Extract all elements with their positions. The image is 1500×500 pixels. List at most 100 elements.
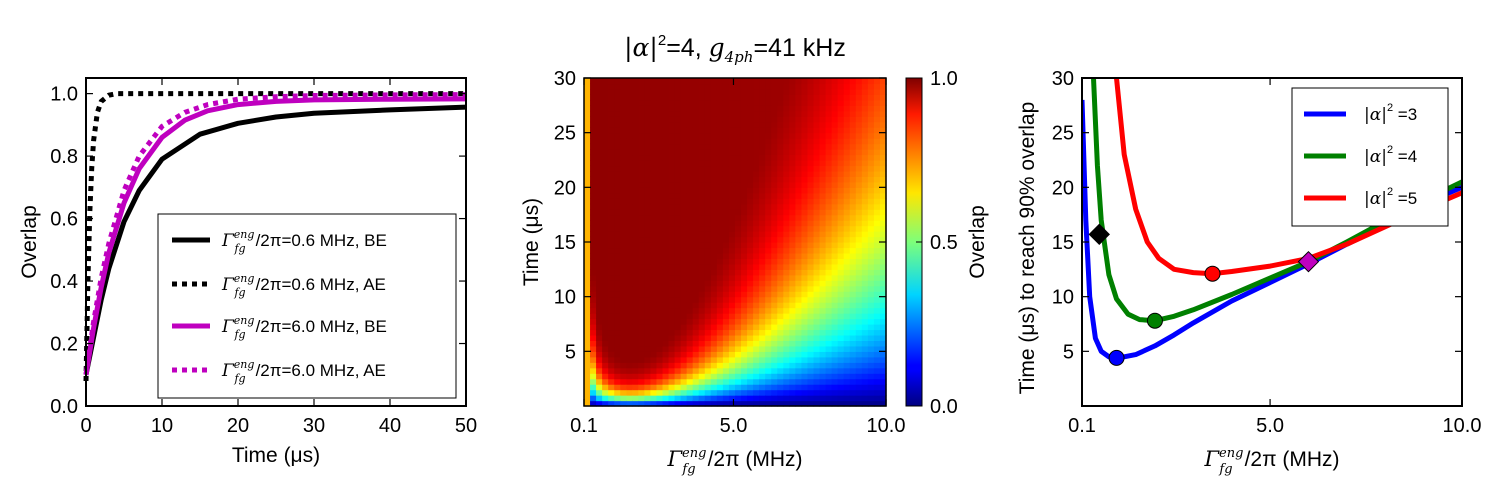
heatmap-cell bbox=[728, 307, 736, 314]
heatmap-cell bbox=[813, 389, 821, 396]
heatmap-cell bbox=[867, 138, 875, 145]
heatmap-cell bbox=[843, 110, 851, 117]
heatmap-cell bbox=[710, 138, 718, 145]
heatmap-cell bbox=[861, 247, 869, 254]
heatmap-cell bbox=[807, 324, 815, 331]
heatmap-cell bbox=[722, 225, 730, 232]
heatmap-cell bbox=[614, 362, 621, 369]
heatmap-cell bbox=[728, 187, 736, 194]
heatmap-cell bbox=[825, 181, 833, 188]
heatmap-cell bbox=[704, 373, 712, 380]
heatmap-cell bbox=[698, 395, 706, 402]
heatmap-cell bbox=[759, 252, 766, 259]
heatmap-cell bbox=[722, 247, 730, 254]
heatmap-cell bbox=[668, 247, 676, 254]
heatmap-cell bbox=[771, 296, 778, 303]
heatmap-cell bbox=[590, 296, 597, 303]
heatmap-cell bbox=[747, 269, 754, 276]
heatmap-cell bbox=[819, 302, 827, 309]
heatmap-cell bbox=[662, 313, 670, 320]
heatmap-cell bbox=[668, 263, 676, 270]
heatmap-cell bbox=[716, 132, 724, 139]
heatmap-cell bbox=[837, 242, 845, 249]
heatmap-cell bbox=[861, 127, 869, 134]
heatmap-cell bbox=[783, 247, 790, 254]
heatmap-cell bbox=[783, 285, 790, 292]
heatmap-cell bbox=[632, 362, 639, 369]
heatmap-cell bbox=[674, 209, 682, 216]
heatmap-cell bbox=[626, 291, 633, 298]
p2-ytick-label-3: 20 bbox=[554, 177, 576, 199]
heatmap-cell bbox=[650, 307, 658, 314]
heatmap-cell bbox=[704, 99, 712, 106]
heatmap-cell bbox=[807, 203, 815, 210]
heatmap-cell bbox=[825, 362, 833, 369]
heatmap-cell bbox=[831, 181, 839, 188]
heatmap-cell bbox=[638, 127, 645, 134]
heatmap-cell bbox=[632, 296, 639, 303]
heatmap-cell bbox=[843, 203, 851, 210]
heatmap-cell bbox=[735, 170, 742, 177]
heatmap-cell bbox=[807, 400, 815, 407]
heatmap-cell bbox=[831, 307, 839, 314]
heatmap-cell bbox=[771, 214, 778, 221]
heatmap-cell bbox=[801, 138, 809, 145]
heatmap-cell bbox=[728, 263, 736, 270]
heatmap-cell bbox=[873, 307, 881, 314]
heatmap-cell bbox=[698, 192, 706, 199]
heatmap-cell bbox=[638, 395, 645, 402]
p3-xtick-label-0: 0.1 bbox=[1068, 415, 1096, 437]
heatmap-cell bbox=[650, 362, 658, 369]
heatmap-cell bbox=[825, 247, 833, 254]
heatmap-cell bbox=[831, 291, 839, 298]
heatmap-cell bbox=[771, 247, 778, 254]
heatmap-cell bbox=[861, 334, 869, 341]
heatmap-cell bbox=[728, 88, 736, 95]
heatmap-cell bbox=[831, 231, 839, 238]
heatmap-cell bbox=[620, 373, 627, 380]
heatmap-cell bbox=[632, 236, 639, 243]
heatmap-cell bbox=[662, 252, 670, 259]
heatmap-cell bbox=[819, 83, 827, 90]
heatmap-cell bbox=[614, 247, 621, 254]
heatmap-cell bbox=[747, 138, 754, 145]
heatmap-cell bbox=[626, 356, 633, 363]
heatmap-cell bbox=[650, 143, 658, 150]
heatmap-cell bbox=[614, 285, 621, 292]
heatmap-cell bbox=[596, 367, 603, 374]
heatmap-cell bbox=[596, 356, 603, 363]
heatmap-cell bbox=[753, 88, 760, 95]
heatmap-cell bbox=[789, 138, 796, 145]
heatmap-cell bbox=[722, 236, 730, 243]
heatmap-cell bbox=[638, 296, 645, 303]
p1-ticks-group: 0 10 20 30 40 500.00.20.40.60.81.0 bbox=[50, 78, 477, 437]
heatmap-cell bbox=[825, 160, 833, 167]
heatmap-cell bbox=[704, 334, 712, 341]
p1-series-group bbox=[83, 91, 467, 382]
heatmap-cell bbox=[710, 149, 718, 156]
heatmap-cell bbox=[843, 170, 851, 177]
heatmap-cell bbox=[716, 143, 724, 150]
heatmap-cell bbox=[813, 318, 821, 325]
heatmap-cell bbox=[861, 138, 869, 145]
heatmap-cell bbox=[632, 324, 639, 331]
heatmap-cell bbox=[686, 367, 694, 374]
heatmap-cell bbox=[650, 160, 658, 167]
heatmap-cell bbox=[584, 220, 591, 227]
heatmap-cell bbox=[741, 165, 748, 172]
heatmap-cell bbox=[855, 247, 863, 254]
heatmap-cell bbox=[837, 231, 845, 238]
heatmap-cell bbox=[753, 329, 760, 336]
heatmap-cell bbox=[650, 170, 658, 177]
heatmap-cell bbox=[632, 269, 639, 276]
heatmap-cell bbox=[813, 198, 821, 205]
heatmap-cell bbox=[855, 395, 863, 402]
heatmap-cell bbox=[789, 324, 796, 331]
heatmap-cell bbox=[783, 192, 790, 199]
heatmap-cell bbox=[728, 247, 736, 254]
heatmap-cell bbox=[644, 214, 652, 221]
heatmap-cell bbox=[855, 225, 863, 232]
heatmap-cell bbox=[722, 187, 730, 194]
heatmap-cell bbox=[650, 252, 658, 259]
heatmap-cell bbox=[680, 384, 688, 391]
